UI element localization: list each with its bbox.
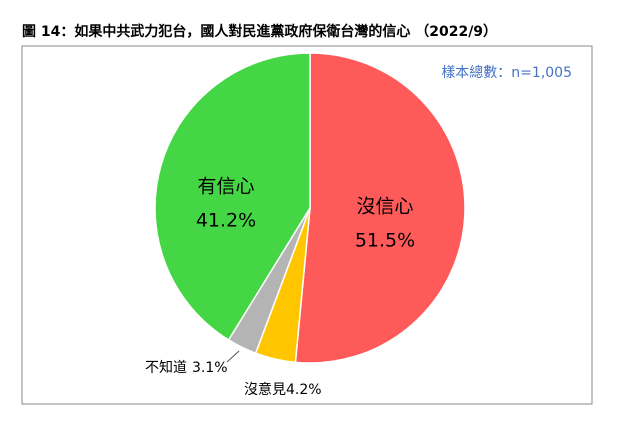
slice-label: 沒意見 [244,381,286,398]
chart-title: 圖 14：如果中共武力犯台，國人對民進黨政府保衛台灣的信心 （2022/9） [22,23,497,40]
pie-slice [154,52,311,341]
value-label: 51.5% [355,230,415,252]
slice-label: 有信心 [197,176,254,198]
pie-slice [294,52,466,364]
slice-label: 沒信心 [356,196,413,218]
sample-note: 樣本總數：n=1,005 [441,64,572,81]
frame [21,45,593,405]
value-label: 3.1% [192,360,228,376]
slice-label: 不知道 [145,359,187,376]
value-label: 41.2% [196,210,256,232]
leader-line [226,350,240,363]
value-label: 4.2% [286,382,322,398]
